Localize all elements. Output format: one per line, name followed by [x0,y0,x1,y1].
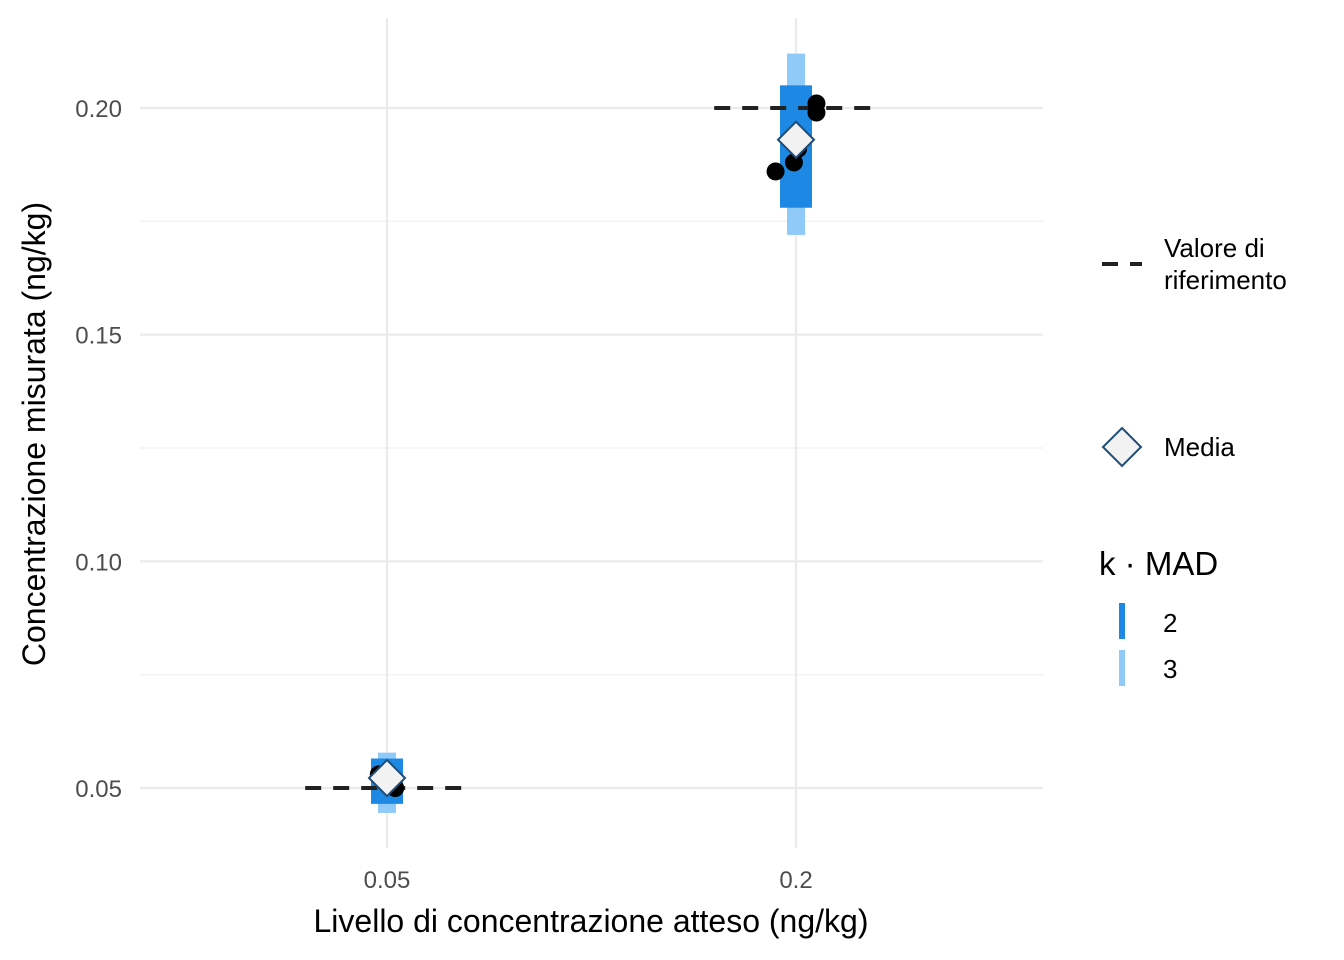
legend-mean: Media [1101,426,1235,468]
legend-reference: Valore di riferimento [1102,233,1287,295]
grid-lines [140,18,1043,848]
x-tick-label: 0.05 [364,867,411,894]
legend-k3-label: 3 [1163,654,1177,684]
data-point [807,94,826,113]
x-tick-label: 0.2 [779,867,812,894]
x-axis-title: Livello di concentrazione atteso (ng/kg) [314,903,869,939]
legend-mean-label: Media [1164,432,1235,462]
mean-markers [367,120,816,798]
legend-k2-label: 2 [1163,608,1177,638]
legend-reference-line-1: Valore di [1164,233,1265,263]
mean-marker [367,758,407,798]
legend-k2-swatch [1119,603,1125,639]
y-tick-labels: 0.05 0.10 0.15 0.20 [75,96,122,803]
legend-mean-diamond-icon [1101,426,1143,468]
legend-mad-title: k · MAD [1099,545,1218,582]
data-point [766,162,785,181]
legend-reference-line-2: riferimento [1164,265,1287,295]
x-tick-labels: 0.05 0.2 [364,867,813,894]
y-axis-title: Concentrazione misurata (ng/kg) [16,202,52,666]
data-point [784,153,803,172]
legend: Valore di riferimento Media k · MAD 2 3 [1099,233,1287,686]
y-tick-label: 0.15 [75,323,122,350]
y-tick-label: 0.10 [75,549,122,576]
y-tick-label: 0.05 [75,776,122,803]
mean-marker [776,120,816,160]
legend-reference-label: Valore di riferimento [1164,233,1287,295]
y-tick-label: 0.20 [75,96,122,123]
legend-mad: k · MAD 2 3 [1099,545,1218,686]
legend-k3-swatch [1119,650,1125,686]
